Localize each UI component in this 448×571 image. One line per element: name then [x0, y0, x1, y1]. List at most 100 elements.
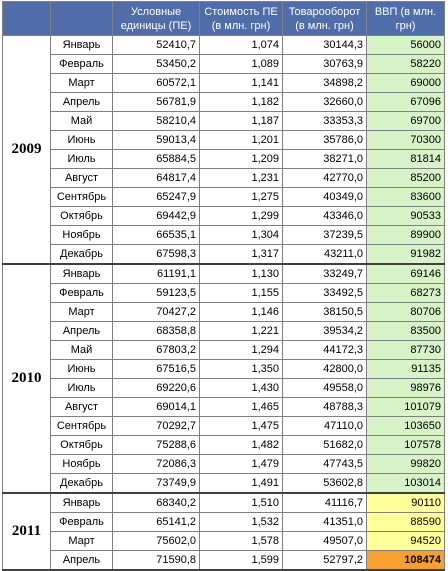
table-row: Март 60572,1 1,141 34898,2 69000: [3, 73, 445, 93]
table-row: Апрель 68358,8 1,221 39534,2 83500: [3, 321, 445, 341]
table-row: Май 58210,4 1,187 33353,3 69700: [3, 111, 445, 131]
month-cell: Март: [50, 302, 113, 322]
gdp-cell: 80706: [366, 302, 445, 322]
table-row: Ноябрь 72086,3 1,479 47743,5 99820: [3, 454, 445, 474]
cost-cell: 1,089: [199, 54, 283, 74]
month-cell: Июнь: [50, 130, 113, 150]
month-cell: Август: [50, 397, 113, 417]
cost-cell: 1,532: [199, 512, 283, 532]
table-row: Июль 69220,6 1,430 49558,0 98976: [3, 378, 445, 398]
cost-cell: 1,074: [199, 35, 283, 55]
month-cell: Октябрь: [50, 206, 113, 226]
month-cell: Октябрь: [50, 435, 113, 455]
table-body: 2009 Январь 52410,7 1,074 30144,3 56000 Феврал…: [2, 35, 445, 571]
cost-cell: 1,491: [199, 473, 283, 494]
table-row: Сентябрь 65247,9 1,275 40349,0 83600: [3, 187, 445, 207]
units-cell: 53450,2: [112, 54, 200, 74]
units-cell: 65884,5: [112, 149, 200, 169]
units-cell: 59013,4: [112, 130, 200, 150]
year-cell: 2010: [2, 263, 51, 494]
turnover-cell: 41116,7: [282, 492, 367, 513]
cost-cell: 1,221: [199, 321, 283, 341]
header-month: [50, 1, 113, 36]
table-row: Апрель 56781,9 1,182 32660,0 67096: [3, 92, 445, 112]
cost-cell: 1,141: [199, 73, 283, 93]
turnover-cell: 42800,0: [282, 359, 367, 379]
month-cell: Апрель: [50, 550, 113, 571]
units-cell: 67598,3: [112, 244, 200, 265]
turnover-cell: 33249,7: [282, 263, 367, 284]
header-units: Условные единицы (ПЕ): [112, 1, 200, 36]
gdp-cell: 103014: [366, 473, 445, 494]
turnover-cell: 48788,3: [282, 397, 367, 417]
units-cell: 68358,8: [112, 321, 200, 341]
gdp-cell: 90110: [366, 492, 445, 513]
month-cell: Ноябрь: [50, 454, 113, 474]
units-cell: 59123,5: [112, 283, 200, 303]
gdp-cell: 88590: [366, 512, 445, 532]
cost-cell: 1,146: [199, 302, 283, 322]
gdp-cell: 69146: [366, 263, 445, 284]
units-cell: 56781,9: [112, 92, 200, 112]
units-cell: 66535,1: [112, 225, 200, 245]
gdp-cell: 94520: [366, 531, 445, 551]
cost-cell: 1,231: [199, 168, 283, 188]
turnover-cell: 33353,3: [282, 111, 367, 131]
table-row: 2009 Январь 52410,7 1,074 30144,3 56000: [2, 35, 445, 265]
cost-cell: 1,475: [199, 416, 283, 436]
gdp-cell: 103650: [366, 416, 445, 436]
month-cell: Апрель: [50, 321, 113, 341]
table-row: 2011 Январь 68340,2 1,510 41116,7 90110: [2, 492, 445, 571]
gdp-cell: 98976: [366, 378, 445, 398]
cost-cell: 1,482: [199, 435, 283, 455]
units-cell: 71590,8: [112, 550, 200, 571]
month-cell: Январь: [50, 492, 113, 513]
units-cell: 65247,9: [112, 187, 200, 207]
units-cell: 75288,6: [112, 435, 200, 455]
cost-cell: 1,599: [199, 550, 283, 571]
month-cell: Февраль: [50, 283, 113, 303]
cost-cell: 1,317: [199, 244, 283, 265]
gdp-cell: 91982: [366, 244, 445, 265]
table-row: Февраль 59123,5 1,155 33492,5 68273: [3, 283, 445, 303]
gdp-cell: 68273: [366, 283, 445, 303]
month-cell: Апрель: [50, 92, 113, 112]
month-cell: Январь: [50, 35, 113, 55]
header-gdp: ВВП (в млн. грн): [366, 1, 445, 36]
gdp-cell: 67096: [366, 92, 445, 112]
cost-cell: 1,182: [199, 92, 283, 112]
gdp-cell: 69700: [366, 111, 445, 131]
month-cell: Август: [50, 168, 113, 188]
turnover-cell: 37239,5: [282, 225, 367, 245]
gdp-cell: 58220: [366, 54, 445, 74]
gdp-cell: 83600: [366, 187, 445, 207]
gdp-cell: 108474: [366, 550, 445, 571]
header-cost: Стоимость ПЕ (в млн. грн): [199, 1, 283, 36]
turnover-cell: 42770,0: [282, 168, 367, 188]
table-row: Май 67803,2 1,294 44172,3 87730: [3, 340, 445, 360]
table-row: Декабрь 73749,9 1,491 53602,8 103014: [3, 473, 445, 494]
cost-cell: 1,430: [199, 378, 283, 398]
turnover-cell: 30763,9: [282, 54, 367, 74]
units-cell: 52410,7: [112, 35, 200, 55]
turnover-cell: 43346,0: [282, 206, 367, 226]
turnover-cell: 41351,0: [282, 512, 367, 532]
month-cell: Сентябрь: [50, 416, 113, 436]
units-cell: 69442,9: [112, 206, 200, 226]
table-row: Февраль 53450,2 1,089 30763,9 58220: [3, 54, 445, 74]
turnover-cell: 51682,0: [282, 435, 367, 455]
table-row: Март 70427,2 1,146 38150,5 80706: [3, 302, 445, 322]
table-row: Февраль 65141,2 1,532 41351,0 88590: [3, 512, 445, 532]
month-cell: Январь: [50, 263, 113, 284]
month-cell: Февраль: [50, 54, 113, 74]
units-cell: 61191,1: [112, 263, 200, 284]
gdp-cell: 87730: [366, 340, 445, 360]
turnover-cell: 39534,2: [282, 321, 367, 341]
turnover-cell: 38150,5: [282, 302, 367, 322]
gdp-cell: 81814: [366, 149, 445, 169]
cost-cell: 1,510: [199, 492, 283, 513]
turnover-cell: 32660,0: [282, 92, 367, 112]
turnover-cell: 40349,0: [282, 187, 367, 207]
table-row: Апрель 71590,8 1,599 52797,2 108474: [3, 550, 445, 571]
